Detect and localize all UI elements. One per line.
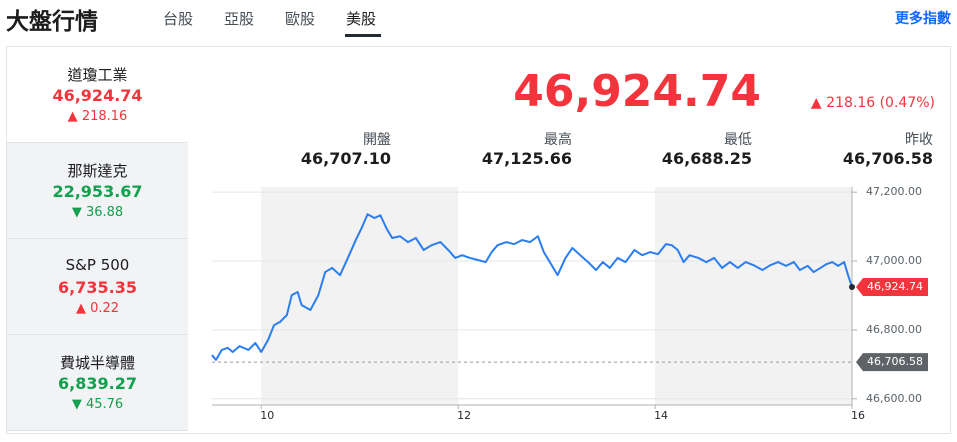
- tab[interactable]: 歐股: [285, 10, 316, 28]
- index-item[interactable]: 道瓊工業 46,924.74 ▲ 218.16: [7, 47, 188, 143]
- x-tick-label: 16: [851, 409, 865, 422]
- x-tick-label: 12: [457, 409, 471, 422]
- index-item[interactable]: S&P 500 6,735.35 ▲ 0.22: [7, 239, 188, 335]
- content-frame: [6, 46, 951, 434]
- index-price: 22,953.67: [52, 182, 143, 201]
- index-price: 6,839.27: [58, 374, 137, 393]
- change-value: 36.88: [85, 205, 124, 220]
- current-price: 46,924.74: [513, 66, 761, 117]
- prev-close-tag: 46,706.58: [867, 355, 923, 368]
- price-line: [211, 213, 853, 361]
- index-name: S&P 500: [65, 256, 130, 274]
- page-title: 大盤行情: [6, 9, 98, 35]
- index-name: 費城半導體: [59, 354, 135, 372]
- index-change: ▲ 218.16: [7, 109, 188, 124]
- x-tick-label: 14: [654, 409, 668, 422]
- last-price-tag: 46,924.74: [867, 280, 923, 293]
- index-change: ▲ 0.22: [7, 301, 188, 316]
- prev-close-tag-bg: [856, 353, 928, 372]
- change-arrow: ▼: [71, 205, 82, 220]
- last-point: [849, 283, 855, 290]
- index-change: ▼ 36.88: [7, 205, 188, 220]
- index-item[interactable]: 那斯達克 22,953.67 ▼ 36.88: [7, 143, 188, 239]
- y-tick-label: 47,000.00: [866, 254, 922, 267]
- index-price: 6,735.35: [58, 278, 137, 297]
- index-change: ▼ 45.76: [7, 397, 188, 412]
- more-indices-link[interactable]: 更多指數: [895, 11, 951, 27]
- time-band: [261, 187, 459, 405]
- change-arrow: ▲: [67, 109, 78, 124]
- index-price: 46,924.74: [52, 86, 143, 105]
- index-name: 那斯達克: [67, 162, 128, 180]
- last-price-tag-bg: [856, 277, 928, 296]
- time-band: [655, 187, 852, 405]
- stat-value: 47,125.66: [481, 149, 572, 168]
- index-name: 道瓊工業: [67, 66, 128, 84]
- index-item[interactable]: 費城半導體 6,839.27 ▼ 45.76: [7, 335, 188, 431]
- stat-value: 46,688.25: [661, 149, 752, 168]
- change-value: 218.16: [81, 109, 128, 124]
- stat-label: 昨收: [905, 132, 933, 148]
- stat-label: 最低: [724, 132, 752, 148]
- change-arrow: ▼: [71, 397, 82, 412]
- change-arrow: ▲: [810, 95, 822, 111]
- tab[interactable]: 亞股: [224, 10, 255, 28]
- stat-label: 開盤: [363, 132, 391, 148]
- change-arrow: ▲: [75, 301, 86, 316]
- change-value: 218.16 (0.47%): [826, 95, 935, 111]
- x-tick-label: 10: [260, 409, 274, 422]
- y-tick-label: 46,600.00: [866, 392, 922, 405]
- active-tab-underline: [345, 34, 381, 37]
- stat-value: 46,706.58: [842, 149, 933, 168]
- stat-value: 46,707.10: [300, 149, 391, 168]
- price-change: ▲ 218.16 (0.47%): [811, 95, 935, 111]
- tab[interactable]: 美股: [346, 10, 377, 28]
- tab[interactable]: 台股: [163, 10, 194, 28]
- stat-label: 最高: [544, 132, 572, 148]
- change-value: 45.76: [85, 397, 124, 412]
- y-tick-label: 46,800.00: [866, 323, 922, 336]
- change-value: 0.22: [90, 301, 120, 316]
- y-tick-label: 47,200.00: [866, 185, 922, 198]
